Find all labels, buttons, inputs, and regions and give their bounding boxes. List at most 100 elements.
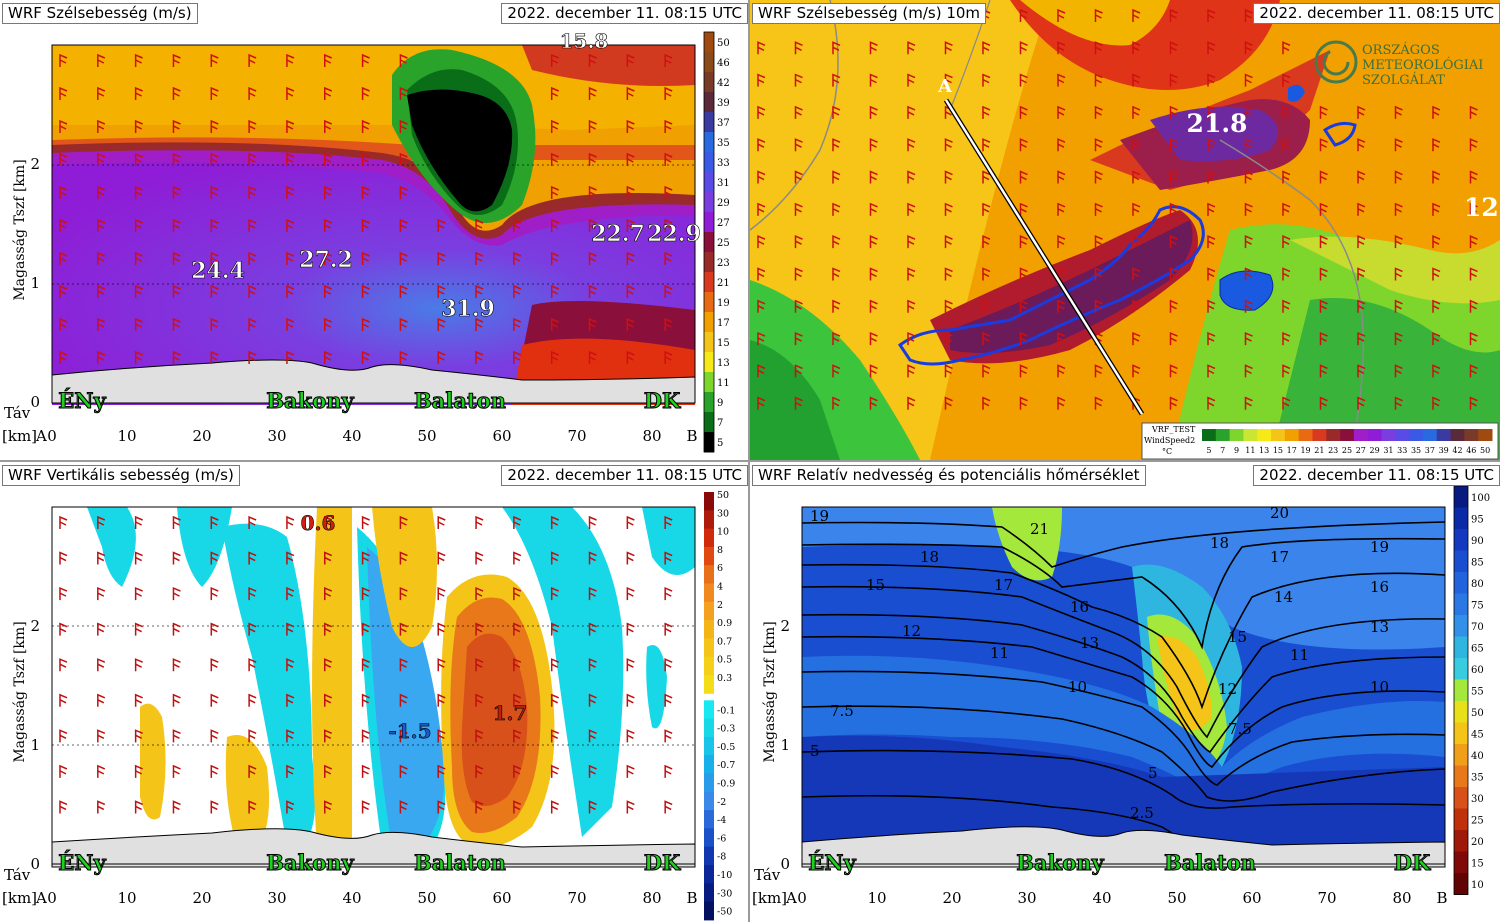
wind-barb [399, 152, 408, 166]
wind-barb [626, 515, 635, 529]
x-tick: 30 [1017, 889, 1036, 907]
svg-text:2.5: 2.5 [1130, 804, 1154, 822]
wind-barb [172, 152, 181, 166]
wind-barb [944, 41, 953, 55]
wind-barb [982, 170, 991, 184]
wind-barb [324, 515, 333, 529]
wind-barb [248, 658, 257, 672]
wind-barb [286, 658, 295, 672]
colorbar-tick: 70 [1471, 622, 1484, 633]
colorbar-swatch [704, 92, 714, 113]
wind-barb [550, 86, 560, 100]
wind-barb [1169, 73, 1178, 87]
value-label: 22.7 [591, 221, 645, 247]
wind-barb [1469, 396, 1478, 410]
colorbar-tick: -30 [717, 888, 732, 899]
colorbar-swatch [1454, 529, 1468, 551]
wind-barb [437, 350, 446, 364]
wind-barb [794, 364, 803, 378]
wind-barb [399, 586, 408, 601]
wind-barb [59, 86, 68, 100]
wind-barb [134, 729, 143, 743]
wind-barb [437, 693, 446, 707]
svg-text:16: 16 [1370, 578, 1389, 596]
wind-barb [210, 551, 219, 565]
wind-barb [361, 515, 370, 529]
wind-barb [1207, 396, 1216, 410]
colorbar-swatch [704, 510, 714, 530]
legend-swatch [1409, 429, 1424, 441]
wind-barb [1432, 267, 1441, 281]
wind-barb [626, 800, 635, 814]
x-tick: 70 [567, 427, 586, 445]
distance-label: Táv [754, 866, 781, 884]
colorbar-swatch [1454, 550, 1468, 573]
wind-barb [626, 586, 635, 601]
wind-barb [869, 396, 878, 410]
colorbar-tick: 39 [717, 98, 730, 109]
wind-barb [832, 170, 841, 184]
colorbar-swatch [704, 392, 714, 413]
wind-barb [588, 586, 597, 601]
terrain [801, 826, 1446, 868]
wind-barb [794, 170, 803, 184]
wind-barb [588, 185, 597, 199]
panel-wind-speed: WRF Szélsebesség (m/s) 2022. december 11… [0, 0, 748, 460]
wind-barb [97, 693, 106, 707]
place-label: Bakony [266, 850, 354, 875]
wind-barb [361, 622, 370, 636]
wind-barb [172, 185, 181, 199]
wind-barb [97, 729, 106, 743]
colorbar-swatch [1454, 722, 1468, 745]
terrain [51, 828, 696, 868]
wind-barb [475, 586, 484, 601]
wind-barb [475, 350, 484, 364]
wind-barb [248, 764, 257, 778]
wind-barb [59, 218, 68, 232]
wind-barb [286, 185, 295, 199]
wind-barb [361, 218, 370, 232]
wind-barb [1019, 235, 1028, 249]
colorbar-swatch [1454, 636, 1468, 659]
panel-datetime: 2022. december 11. 08:15 UTC [501, 465, 748, 486]
wind-barb [1019, 267, 1028, 281]
wind-barb [588, 218, 597, 232]
colorbar-swatch [1454, 744, 1468, 766]
colorbar-tick: 11 [717, 378, 730, 389]
wind-barb [361, 350, 370, 364]
wind-barb [361, 119, 370, 133]
wind-barb [210, 53, 219, 67]
wind-barb [982, 396, 991, 410]
wind-barb [286, 218, 295, 232]
wind-barb [248, 515, 257, 529]
wind-barb [1357, 396, 1366, 410]
y-axis-label: Magasság Tszf [km] [762, 621, 778, 762]
wind-barb [59, 800, 68, 814]
legend-tick: 35 [1411, 446, 1421, 455]
distance-label: Táv [4, 404, 31, 422]
colorbar-swatch [704, 272, 714, 293]
colorbar-swatch [704, 638, 714, 658]
colorbar-tick: 6 [717, 563, 723, 574]
wind-barb [210, 622, 219, 636]
wind-barb [475, 317, 484, 331]
wind-barb [626, 185, 635, 199]
wind-barb [907, 364, 916, 378]
wind-barb [324, 729, 333, 743]
legend-tick: 42 [1452, 446, 1462, 455]
wind-barb [588, 251, 597, 265]
wind-barb [513, 350, 522, 364]
wind-barb [361, 86, 370, 100]
wind-barb [626, 53, 635, 67]
wind-barb [97, 317, 106, 331]
wind-barb [1244, 41, 1253, 55]
colorbar-tick: 25 [1471, 815, 1484, 826]
wind-barb [1057, 8, 1066, 22]
wind-barb [664, 515, 673, 529]
x-end-label: B [686, 889, 697, 907]
wind-barb [1394, 396, 1403, 410]
legend-swatch [1312, 429, 1327, 441]
wind-barb [399, 218, 408, 232]
wind-barb [172, 693, 181, 707]
wind-barb [97, 800, 106, 814]
